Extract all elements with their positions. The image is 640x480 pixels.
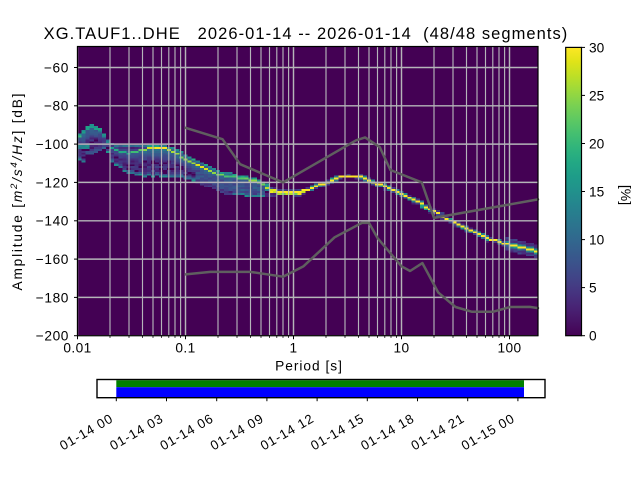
svg-text:Amplitude [m2/s4/Hz] [dB]: Amplitude [m2/s4/Hz] [dB]	[9, 92, 26, 291]
svg-text:−160: −160	[36, 252, 69, 267]
svg-text:−80: −80	[44, 99, 69, 114]
svg-text:10: 10	[393, 341, 409, 356]
svg-text:−100: −100	[36, 137, 69, 152]
svg-text:−200: −200	[36, 329, 69, 344]
svg-text:−120: −120	[36, 175, 69, 190]
svg-text:20: 20	[589, 136, 605, 151]
svg-text:Period [s]: Period [s]	[275, 358, 343, 373]
svg-text:30: 30	[589, 40, 605, 55]
svg-text:100: 100	[497, 341, 521, 356]
svg-text:−60: −60	[44, 60, 69, 75]
svg-text:15: 15	[589, 184, 605, 199]
svg-text:25: 25	[589, 88, 605, 103]
svg-text:0.1: 0.1	[175, 341, 195, 356]
svg-text:−180: −180	[36, 290, 69, 305]
svg-text:0.01: 0.01	[63, 341, 91, 356]
svg-text:XG.TAUF1..DHE 2026-01-14 --: XG.TAUF1..DHE 2026-01-14 -- 2026-01-14 (…	[44, 25, 569, 43]
svg-text:[%]: [%]	[618, 185, 634, 205]
svg-text:10: 10	[589, 233, 605, 248]
svg-text:5: 5	[589, 281, 597, 296]
svg-text:−140: −140	[36, 214, 69, 229]
svg-text:0: 0	[589, 329, 597, 344]
svg-text:1: 1	[289, 341, 297, 356]
